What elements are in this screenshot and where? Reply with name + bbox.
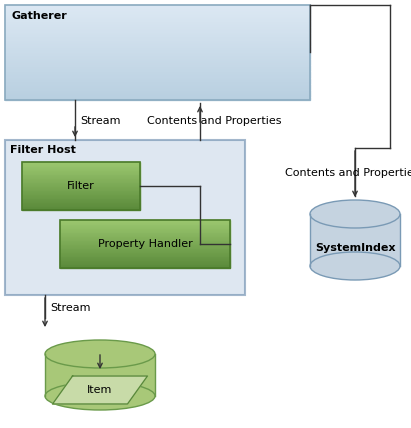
Text: Stream: Stream [80, 116, 120, 126]
Ellipse shape [310, 252, 400, 280]
Text: SystemIndex: SystemIndex [315, 243, 395, 253]
Bar [5, 140, 245, 295]
Bar [45, 354, 155, 396]
Bar [5, 5, 310, 100]
Bar [22, 162, 140, 210]
Bar [310, 214, 400, 266]
Polygon shape [53, 376, 148, 404]
Text: Filter: Filter [67, 181, 95, 191]
Text: Stream: Stream [50, 303, 90, 313]
Text: Contents and Properties: Contents and Properties [285, 168, 411, 178]
Bar [60, 220, 230, 268]
Ellipse shape [45, 382, 155, 410]
Text: Gatherer: Gatherer [11, 11, 67, 21]
Text: Item: Item [87, 385, 113, 395]
Ellipse shape [45, 340, 155, 368]
Text: Filter Host: Filter Host [10, 145, 76, 155]
Ellipse shape [310, 200, 400, 228]
Text: Contents and Properties: Contents and Properties [147, 116, 282, 126]
Text: Property Handler: Property Handler [98, 239, 192, 249]
